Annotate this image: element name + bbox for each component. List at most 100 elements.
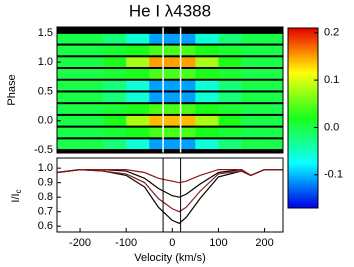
heatmap-cell xyxy=(80,69,104,79)
colorbar-tick-label: -0.1 xyxy=(324,169,343,181)
heatmap-cell xyxy=(195,127,219,138)
line-series xyxy=(56,169,283,224)
heatmap-cell xyxy=(172,104,196,114)
heatmap-cell xyxy=(80,139,104,150)
heatmap-cell xyxy=(149,92,173,103)
colorbar-tick-label: 0.1 xyxy=(324,74,339,86)
heatmap-cell xyxy=(126,80,150,91)
heatmap-cell xyxy=(57,92,81,103)
heatmap-cell xyxy=(195,57,219,68)
heatmap-cell xyxy=(264,139,283,150)
heatmap-cell xyxy=(80,45,104,56)
heatmap-cell xyxy=(172,33,196,44)
x-tick-label: -200 xyxy=(69,237,91,249)
heatmap-cell xyxy=(126,69,150,79)
heatmap-cell xyxy=(264,80,283,91)
heatmap-cell xyxy=(195,139,219,150)
plot-frame xyxy=(56,157,284,233)
heatmap-cell xyxy=(57,33,81,44)
heatmap-cell xyxy=(103,45,127,56)
heatmap-cell xyxy=(126,92,150,103)
heatmap-cell xyxy=(172,80,196,91)
heatmap-cell xyxy=(103,57,127,68)
heatmap-cell xyxy=(172,115,196,126)
heatmap-cell xyxy=(218,92,242,103)
heatmap-cell xyxy=(195,80,219,91)
heatmap-cell xyxy=(80,115,104,126)
heatmap-cell xyxy=(57,139,81,150)
heatmap-cell xyxy=(126,33,150,44)
y-tick-label: 0.9 xyxy=(38,177,53,189)
heatmap-cell xyxy=(149,127,173,138)
heatmap-cell xyxy=(264,57,283,68)
heatmap-cell xyxy=(57,45,81,56)
heatmap-cell xyxy=(195,69,219,79)
heatmap-cell xyxy=(103,69,127,79)
heatmap-cell xyxy=(218,45,242,56)
heatmap-cell xyxy=(241,33,266,44)
heatmap-cell xyxy=(218,139,242,150)
heatmap-cell xyxy=(241,139,266,150)
heatmap-cell xyxy=(103,104,127,114)
heatmap-cell xyxy=(241,127,266,138)
heatmap-cell xyxy=(172,127,196,138)
heatmap-cell xyxy=(172,139,196,150)
heatmap-cell xyxy=(149,139,173,150)
heatmap-cell xyxy=(218,115,242,126)
heatmap-cell xyxy=(126,139,150,150)
x-tick-label: 200 xyxy=(255,237,273,249)
heatmap-cell xyxy=(241,92,266,103)
heatmap-cell xyxy=(80,33,104,44)
y-axis-label: Phase xyxy=(6,74,18,105)
heatmap-cell xyxy=(172,45,196,56)
heatmap-cell xyxy=(126,57,150,68)
plot-frame xyxy=(56,26,284,154)
colorbar xyxy=(287,27,319,209)
y-tick-label: 0.7 xyxy=(38,206,53,218)
heatmap-cell xyxy=(80,127,104,138)
heatmap-cell xyxy=(80,57,104,68)
heatmap-cell xyxy=(57,115,81,126)
y-axis-label-sub: c xyxy=(14,189,23,193)
heatmap-cell xyxy=(264,104,283,114)
heatmap-cell xyxy=(241,80,266,91)
heatmap-cell xyxy=(264,45,283,56)
y-axis-label-main: I/I xyxy=(10,193,22,202)
y-tick-label: 0.6 xyxy=(38,220,53,232)
heatmap-cell xyxy=(264,127,283,138)
line-series xyxy=(56,169,283,213)
heatmap-cell xyxy=(264,92,283,103)
heatmap-cell xyxy=(264,69,283,79)
heatmap-cell xyxy=(195,92,219,103)
heatmap-cell xyxy=(149,80,173,91)
heatmap-cell xyxy=(103,80,127,91)
heatmap-cell xyxy=(57,57,81,68)
heatmap-cell xyxy=(195,104,219,114)
heatmap-cell xyxy=(126,115,150,126)
y-tick-label: 1.5 xyxy=(38,27,53,39)
y-tick-label: 0.8 xyxy=(38,191,53,203)
heatmap-cell xyxy=(80,80,104,91)
heatmap-cell xyxy=(264,115,283,126)
line-series xyxy=(56,169,283,184)
heatmap-cell xyxy=(241,104,266,114)
heatmap-cell xyxy=(80,104,104,114)
y-tick-label: 0.0 xyxy=(38,115,53,127)
heatmap-cell xyxy=(126,104,150,114)
heatmap-cell xyxy=(126,127,150,138)
heatmap-cell xyxy=(57,80,81,91)
heatmap xyxy=(57,33,283,150)
heatmap-cell xyxy=(172,57,196,68)
heatmap-cell xyxy=(149,33,173,44)
heatmap-cell xyxy=(218,80,242,91)
heatmap-cell xyxy=(149,57,173,68)
y-axis-label: I/Ic xyxy=(10,189,23,202)
y-tick-label: -0.5 xyxy=(34,144,53,156)
y-tick-label: 0.5 xyxy=(38,85,53,97)
heatmap-cell xyxy=(218,69,242,79)
heatmap-cell xyxy=(218,33,242,44)
heatmap-cell xyxy=(172,69,196,79)
colorbar-tick-label: 0.2 xyxy=(324,27,339,39)
chart-title: He I λ4388 xyxy=(129,1,211,20)
